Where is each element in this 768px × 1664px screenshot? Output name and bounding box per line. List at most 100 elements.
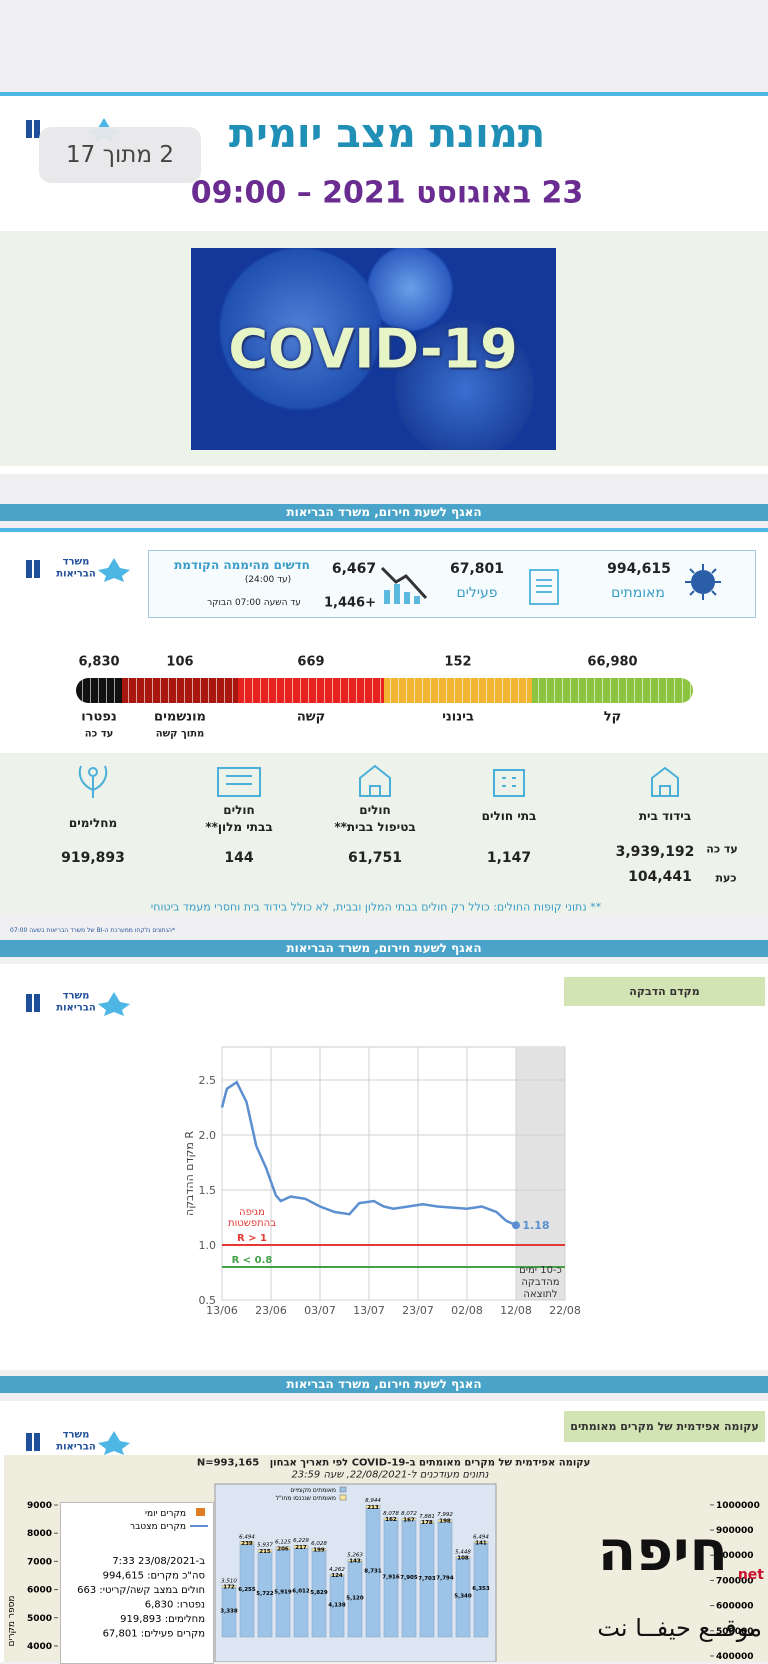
info-line: ב-23/08/2021 7:33 [112,1556,205,1567]
y2-tick-label: 400000 [716,1652,754,1662]
logo-text: הבריאות [56,1002,96,1014]
inset-total-label: 7,992 [437,1512,453,1518]
y-axis-label: מקדם ההדבקה R [183,1131,196,1216]
y-tick-label: 0.5 [199,1294,217,1307]
inset-total-label: 6,028 [311,1541,327,1547]
inset-value-label: 3,338 [220,1608,238,1614]
location-label: בטיפול בבית** [334,820,416,834]
logo [26,558,130,582]
inset-value-label: 7,794 [436,1576,454,1582]
y-axis-label: מספר מקרים [7,1595,17,1646]
inset-value-label: 5,829 [310,1590,328,1596]
confirmed-label: מאומתים [611,585,665,601]
inset-value-label: 206 [277,1546,289,1552]
location-value: 104,441 [628,869,692,885]
inset-total-label: 6,494 [239,1534,255,1540]
y-tick-label: 7000 [27,1557,52,1567]
logo-text: הבריאות [56,568,96,580]
inset-total-label: 3,510 [221,1578,237,1584]
inset-value-label: 5,722 [256,1591,274,1597]
severity-number: 152 [444,654,472,670]
inset-bar [293,1544,309,1549]
severity-segment [384,678,532,703]
morning-label: עד השעה 07:00 הבוקר [207,598,301,608]
inset-value-label: 7,916 [382,1575,400,1581]
inset-total-label: 6,494 [473,1534,489,1540]
r-line [220,1080,517,1227]
location-label: בידוד בית [638,809,692,823]
y-tick-label: 1.0 [199,1239,217,1252]
info-line: חולים במצב קשה/קריטי: 663 [77,1585,205,1596]
y2-tick-label: 800000 [716,1551,754,1561]
new-label: חדשים מהיממה הקודמת [174,558,310,572]
location-value: 3,939,192 [615,844,695,860]
y-tick-label: 2.5 [199,1074,217,1087]
inset-value-label: 178 [421,1520,433,1526]
inset-value-label: 172 [223,1585,235,1591]
slide-tag: עקומה אפידמית של מקרים מאומתים [564,1411,765,1442]
chart-subtitle: נתונים מעודכנים ל-22/08/2021, שעה 23:59 [291,1469,489,1481]
y-tick-label: 9000 [27,1501,52,1511]
inset-bar [221,1585,237,1589]
logo-text: משרד [62,1429,90,1441]
inset-value-label: 7,905 [400,1575,418,1581]
inset-bar [275,1546,291,1551]
inset-total-label: 6,229 [293,1538,309,1544]
x-tick-label: 03/07 [304,1304,336,1317]
severity-sublabel: עד כה [84,728,114,740]
inset-value-label: 239 [241,1541,253,1547]
y-tick-label: 1.5 [199,1184,217,1197]
shaded-note: מהדבקה [521,1277,559,1288]
inset-value-label: 215 [259,1549,271,1555]
x-tick-label: 13/06 [206,1304,238,1317]
inset-total-label: 8,944 [365,1498,381,1504]
locations-panel [0,753,768,915]
inset-total-label: 8,078 [383,1511,399,1517]
y-tick-label: 4000 [27,1642,52,1652]
slide-tag: מקדם הדבקה [564,977,765,1006]
inset-value-label: 5,340 [454,1594,472,1600]
virus-icon [685,564,721,600]
info-line: מקרים פעילים: 67,801 [103,1629,205,1640]
cover-date: 23 באוגוסט 2021 – 09:00 [190,175,584,211]
inset-value-label: 199 [313,1548,325,1554]
location-value: 144 [224,850,254,866]
y-tick-label: 2.0 [199,1129,217,1142]
severity-segment [532,678,693,703]
inset-bar [329,1573,345,1577]
inset-bar [311,1547,327,1552]
chart-title: עקומה אפידמית של מקרים מאומתים ב-COVID-1… [269,1457,591,1469]
logo-text: משרד [62,556,90,568]
location-value-label: עד כה [706,842,738,856]
location-label: בבתי מלון** [205,820,273,834]
inset-legend-swatch [339,1486,347,1493]
reference-label: R < 0.8 [232,1255,273,1266]
inset-bar [473,1541,489,1544]
inset-bar [383,1517,399,1521]
location-value: 61,751 [347,850,403,866]
footer-band: האגף לשעת חירום, משרד הבריאות [0,1376,768,1393]
y-tick-label: 6000 [27,1586,52,1596]
logo-text: הבריאות [56,1441,96,1453]
inset-total-label: 7,881 [419,1514,435,1520]
severity-label: בינוני [442,709,474,725]
chart-n: N=993,165 [196,1457,260,1469]
source-note: *הנתונים נלקחו ממערכת ה-BI של משרד הבריא… [10,927,175,934]
x-tick-label: 12/08 [500,1304,532,1317]
watermark-name: חיפה [597,1519,728,1584]
y-tick-label: 5000 [27,1614,52,1624]
shaded-note: כ-10 ימים [519,1265,562,1276]
severity-segment [238,678,384,703]
footer-band: האגף לשעת חירום, משרד הבריאות [0,940,768,957]
trend-icon [380,566,428,604]
plot-area [221,1046,566,1301]
watermark-arabic: موقــع حيفــا نت [597,1614,762,1642]
severity-label: קשה [296,709,326,725]
inset-value-label: 167 [403,1517,415,1523]
inset-bar [419,1520,435,1524]
r-point [512,1221,520,1230]
slide-cover: תמונת מצב יומית 23 באוגוסט 2021 – 09:00 … [0,92,768,474]
severity-number: 66,980 [587,654,638,670]
inset-value-label: 141 [475,1540,487,1546]
inset-value-label: 124 [331,1573,343,1579]
